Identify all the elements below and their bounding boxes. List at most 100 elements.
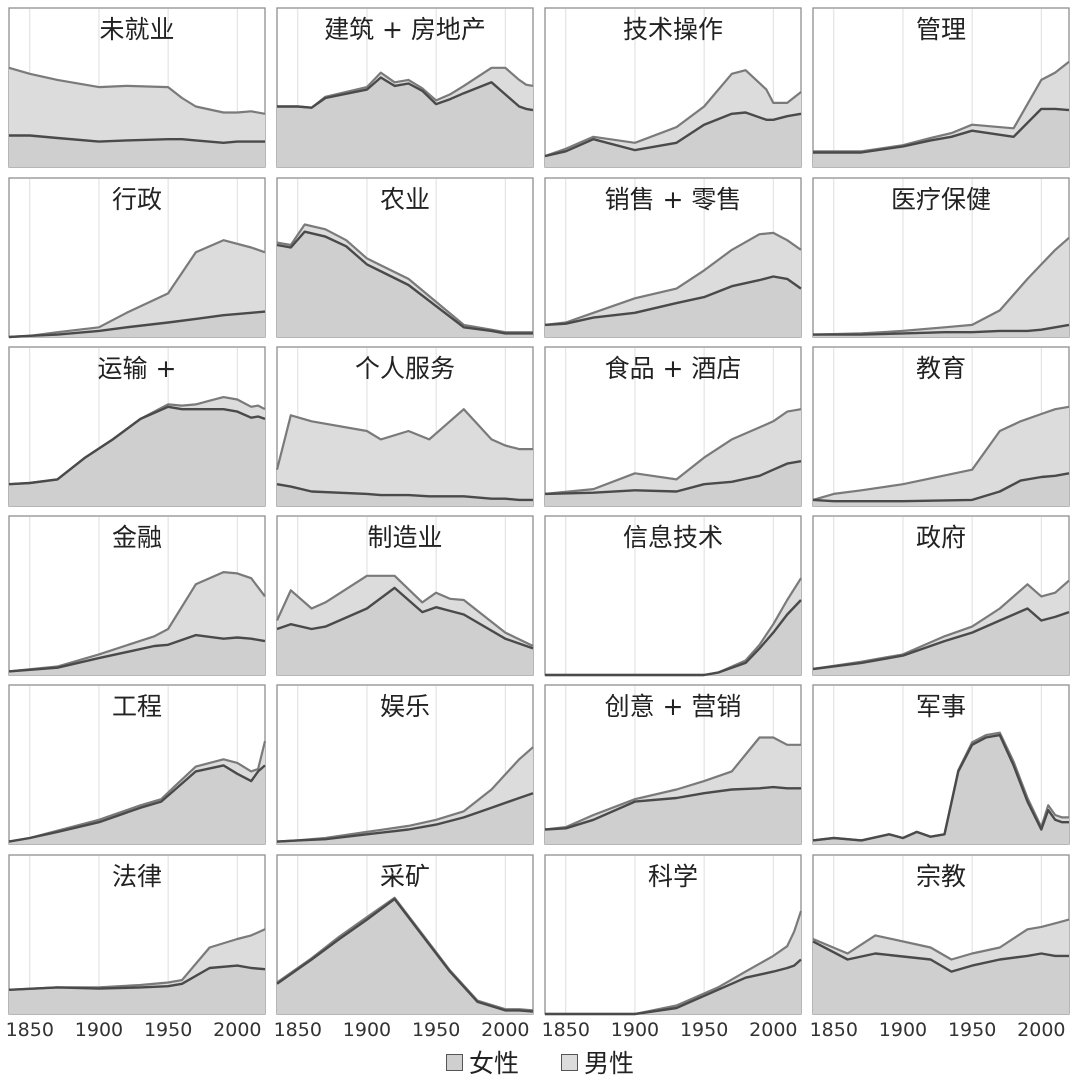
x-tick-label: 2000 (1017, 1019, 1065, 1041)
series-male-area (813, 406, 1069, 506)
panel-15: 信息技术 (544, 515, 802, 677)
panel-title: 信息技术 (623, 523, 723, 552)
panel-1: 未就业 (8, 7, 266, 168)
panel-title: 工程 (112, 692, 162, 721)
panel-title: 未就业 (99, 15, 174, 44)
panel-title: 教育 (916, 354, 966, 383)
series-female-area (277, 77, 533, 167)
panel-title: 军事 (916, 692, 966, 721)
chart-legend: 女性 男性 (0, 1042, 1080, 1082)
panel-title: 管理 (916, 15, 966, 44)
panel-13: 金融 (8, 515, 266, 676)
series-total-line (275, 574, 534, 647)
panel-10: 个人服务 (275, 346, 534, 507)
series-female-line (276, 897, 534, 1013)
panel-7: 销售 + 零售 (544, 177, 802, 338)
panel-23: 科学 (544, 854, 803, 1016)
panel-title: 建筑 + 房地产 (324, 15, 486, 44)
series-female-area (545, 787, 801, 844)
series-female-area (545, 276, 801, 337)
series-female-line (9, 134, 265, 144)
series-female-area (277, 899, 533, 1014)
panel-title: 食品 + 酒店 (605, 354, 742, 383)
series-female-line (813, 107, 1070, 154)
series-female-line (545, 599, 802, 677)
series-female-line (8, 405, 266, 486)
series-female-line (813, 323, 1070, 336)
series-female-line (276, 230, 533, 335)
series-total-line (812, 918, 1070, 961)
panel-4: 管理 (812, 7, 1070, 168)
series-female-line (544, 111, 802, 158)
series-female-area (9, 311, 265, 337)
series-female-area (9, 406, 265, 506)
legend-label-male: 男性 (584, 1049, 635, 1078)
panel-2: 建筑 + 房地产 (276, 7, 534, 168)
series-female-area (545, 959, 801, 1014)
series-total-line (8, 66, 266, 115)
panel-title: 医疗保健 (891, 185, 991, 214)
series-female-area (813, 735, 1069, 844)
panel-title: 金融 (112, 523, 162, 552)
panel-title: 创意 + 营销 (605, 692, 742, 721)
panel-11: 食品 + 酒店 (544, 346, 802, 507)
panel-title: 行政 (112, 185, 162, 214)
panel-title: 农业 (380, 185, 430, 214)
series-total-line (544, 231, 802, 326)
panel-17: 工程 (8, 684, 267, 845)
panel-title: 运输 + (98, 354, 177, 383)
panel-8: 医疗保健 (812, 177, 1070, 338)
series-total-line (8, 571, 266, 673)
series-female-line (544, 275, 802, 327)
series-total-line (544, 408, 802, 495)
panel-9: 运输 + (8, 346, 266, 507)
x-tick-label: 1950 (144, 1019, 192, 1041)
panel-14: 制造业 (275, 515, 534, 676)
x-tick-label: 1950 (680, 1019, 728, 1041)
series-female-area (813, 473, 1069, 506)
x-tick-label: 1850 (6, 1019, 54, 1041)
panel-title: 制造业 (367, 523, 442, 552)
legend-item-female: 女性 (445, 1044, 519, 1080)
series-female-line (276, 586, 534, 650)
panel-title: 政府 (916, 523, 966, 552)
panel-19: 创意 + 营销 (544, 684, 802, 845)
legend-swatch-male (561, 1053, 578, 1071)
series-female-area (277, 793, 533, 844)
series-female-line (812, 472, 1070, 503)
series-female-area (813, 108, 1069, 167)
series-total-line (544, 736, 801, 831)
legend-swatch-female (445, 1053, 463, 1071)
series-male-area (9, 240, 265, 337)
series-female-line (8, 964, 266, 991)
x-tick-label: 2000 (213, 1019, 261, 1041)
x-tick-label: 1900 (879, 1019, 927, 1041)
series-female-line (8, 764, 266, 843)
series-female-line (8, 310, 266, 339)
x-tick-label: 1950 (948, 1019, 996, 1041)
series-total-line (545, 910, 803, 1016)
series-total-line (275, 408, 533, 470)
series-male-area (813, 237, 1069, 337)
panel-3: 技术操作 (544, 7, 802, 168)
series-female-area (9, 135, 265, 167)
panel-title: 采矿 (380, 862, 430, 891)
series-total-line (812, 405, 1070, 501)
x-tick-label: 2000 (481, 1019, 529, 1041)
panel-20: 军事 (812, 684, 1070, 845)
panel-16: 政府 (812, 515, 1070, 676)
panel-title: 个人服务 (355, 354, 455, 383)
series-female-area (545, 600, 801, 675)
series-female-area (813, 324, 1069, 337)
panel-21: 法律 (8, 854, 266, 1015)
series-female-line (8, 633, 266, 673)
panel-title: 销售 + 零售 (605, 185, 742, 214)
series-female-line (545, 958, 802, 1016)
legend-item-male: 男性 (561, 1044, 634, 1080)
panel-title: 技术操作 (623, 15, 723, 44)
x-tick-label: 1950 (412, 1019, 460, 1041)
series-female-area (9, 965, 265, 1014)
panel-18: 娱乐 (276, 684, 534, 845)
series-female-area (545, 461, 801, 506)
